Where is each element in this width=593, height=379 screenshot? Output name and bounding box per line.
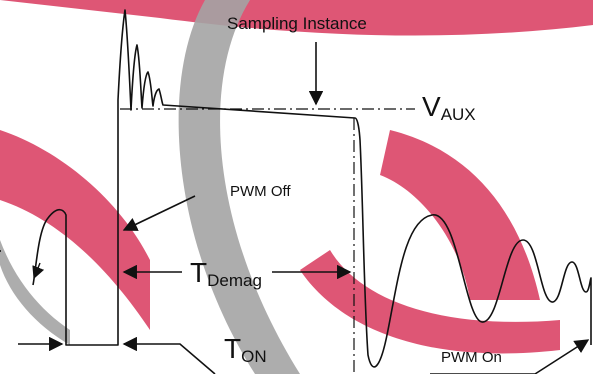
t-on-right-arrow xyxy=(122,336,216,375)
v-aux-label: VAUX xyxy=(422,91,476,124)
pwm-on-label: PWM On xyxy=(441,349,502,366)
aux-voltage-waveform xyxy=(0,9,592,368)
pwm-off-label: PWM Off xyxy=(230,183,291,200)
watermark-red-swirl xyxy=(380,130,540,300)
watermark-red-band xyxy=(0,0,593,36)
t-demag-label: TDemag xyxy=(190,257,262,290)
watermark-gray-arc xyxy=(178,0,300,374)
small-left-arrow xyxy=(32,262,45,280)
t-on-label: TON xyxy=(224,333,267,366)
watermark-red-arc-bottom xyxy=(300,250,560,354)
sampling-instance-label: Sampling Instance xyxy=(227,14,367,33)
pwm-off-arrow xyxy=(122,195,196,231)
watermark-gray-small xyxy=(0,240,70,345)
watermark-red-arc-left xyxy=(0,130,150,330)
